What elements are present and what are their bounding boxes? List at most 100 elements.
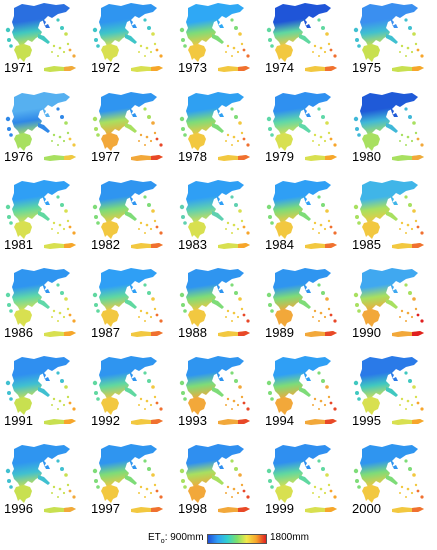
island xyxy=(62,491,66,495)
year-label: 2000 xyxy=(352,501,381,516)
island xyxy=(72,143,76,147)
island xyxy=(225,404,227,406)
island xyxy=(325,473,329,477)
year-label: 1975 xyxy=(352,60,381,75)
chalkidiki-region xyxy=(129,195,137,205)
island xyxy=(58,399,62,403)
island xyxy=(238,32,242,36)
island xyxy=(319,311,323,315)
island xyxy=(313,485,317,489)
island xyxy=(323,403,327,407)
map-panel: 1974 xyxy=(261,0,346,88)
island xyxy=(92,292,98,298)
crete-east-region xyxy=(151,331,163,336)
island xyxy=(325,385,329,389)
greece-map xyxy=(179,180,250,249)
chalkidiki-region xyxy=(42,283,50,293)
island xyxy=(405,232,407,234)
map-panel: 1997 xyxy=(87,441,172,529)
chalkidiki-region xyxy=(216,18,224,28)
island xyxy=(329,225,333,229)
island xyxy=(355,127,359,131)
island xyxy=(231,496,233,498)
map-panel: 1979 xyxy=(261,89,346,177)
island xyxy=(268,479,272,483)
island xyxy=(179,292,185,298)
island xyxy=(412,32,416,36)
island xyxy=(94,479,98,483)
island xyxy=(147,291,151,295)
island xyxy=(414,131,418,135)
evia-region xyxy=(386,387,398,397)
evia-region xyxy=(386,299,398,309)
island xyxy=(179,380,185,386)
island xyxy=(329,313,333,317)
crete-east-region xyxy=(412,419,424,424)
island xyxy=(357,44,361,48)
island xyxy=(139,44,143,48)
island xyxy=(230,283,234,287)
chalkidiki-region xyxy=(303,195,311,205)
legend-min-label: ETo: 900mm xyxy=(148,532,204,545)
mainland-region xyxy=(360,444,418,487)
island xyxy=(57,496,59,498)
greece-map xyxy=(266,444,337,513)
island xyxy=(410,139,414,143)
chalkidiki-region xyxy=(303,459,311,469)
island xyxy=(266,27,272,33)
island xyxy=(181,479,185,483)
island xyxy=(325,297,329,301)
island xyxy=(240,395,244,399)
map-panel: 1986 xyxy=(0,265,85,353)
island xyxy=(400,397,404,401)
island xyxy=(231,55,233,57)
island xyxy=(155,225,159,229)
island xyxy=(420,407,424,411)
crete-east-region xyxy=(151,243,163,248)
evia-region xyxy=(212,211,224,221)
island xyxy=(139,397,143,401)
peloponnese-region xyxy=(101,309,119,327)
legend: ETo: 900mm 1800mm xyxy=(0,528,437,550)
year-label: 1976 xyxy=(4,149,33,164)
island xyxy=(353,204,359,210)
island xyxy=(225,316,227,318)
island xyxy=(399,228,401,230)
island xyxy=(58,223,62,227)
year-label: 1990 xyxy=(352,325,381,340)
island xyxy=(238,385,242,389)
crete-east-region xyxy=(325,66,337,71)
island xyxy=(420,231,424,235)
map-panel: 1972 xyxy=(87,0,172,88)
island xyxy=(9,485,13,489)
island xyxy=(179,27,185,33)
island xyxy=(145,223,149,227)
evia-region xyxy=(125,123,137,133)
chalkidiki-region xyxy=(303,18,311,28)
island xyxy=(357,397,361,401)
peloponnese-region xyxy=(101,485,119,503)
island xyxy=(230,18,234,22)
mainland-region xyxy=(186,180,244,223)
crete-east-region xyxy=(64,331,76,336)
island xyxy=(183,44,187,48)
island xyxy=(404,195,408,199)
mainland-region xyxy=(12,444,70,487)
island xyxy=(139,485,143,489)
island xyxy=(145,399,149,403)
peloponnese-region xyxy=(101,397,119,415)
island xyxy=(68,313,72,317)
crete-east-region xyxy=(64,507,76,512)
island xyxy=(317,107,321,111)
island xyxy=(404,283,408,287)
island xyxy=(181,391,185,395)
evia-region xyxy=(38,211,50,221)
greece-map xyxy=(5,444,76,513)
island xyxy=(153,219,157,223)
island xyxy=(145,311,149,315)
island xyxy=(268,38,272,42)
island xyxy=(96,44,100,48)
island xyxy=(246,495,250,499)
island xyxy=(313,221,317,225)
map-panel: 1994 xyxy=(261,353,346,441)
